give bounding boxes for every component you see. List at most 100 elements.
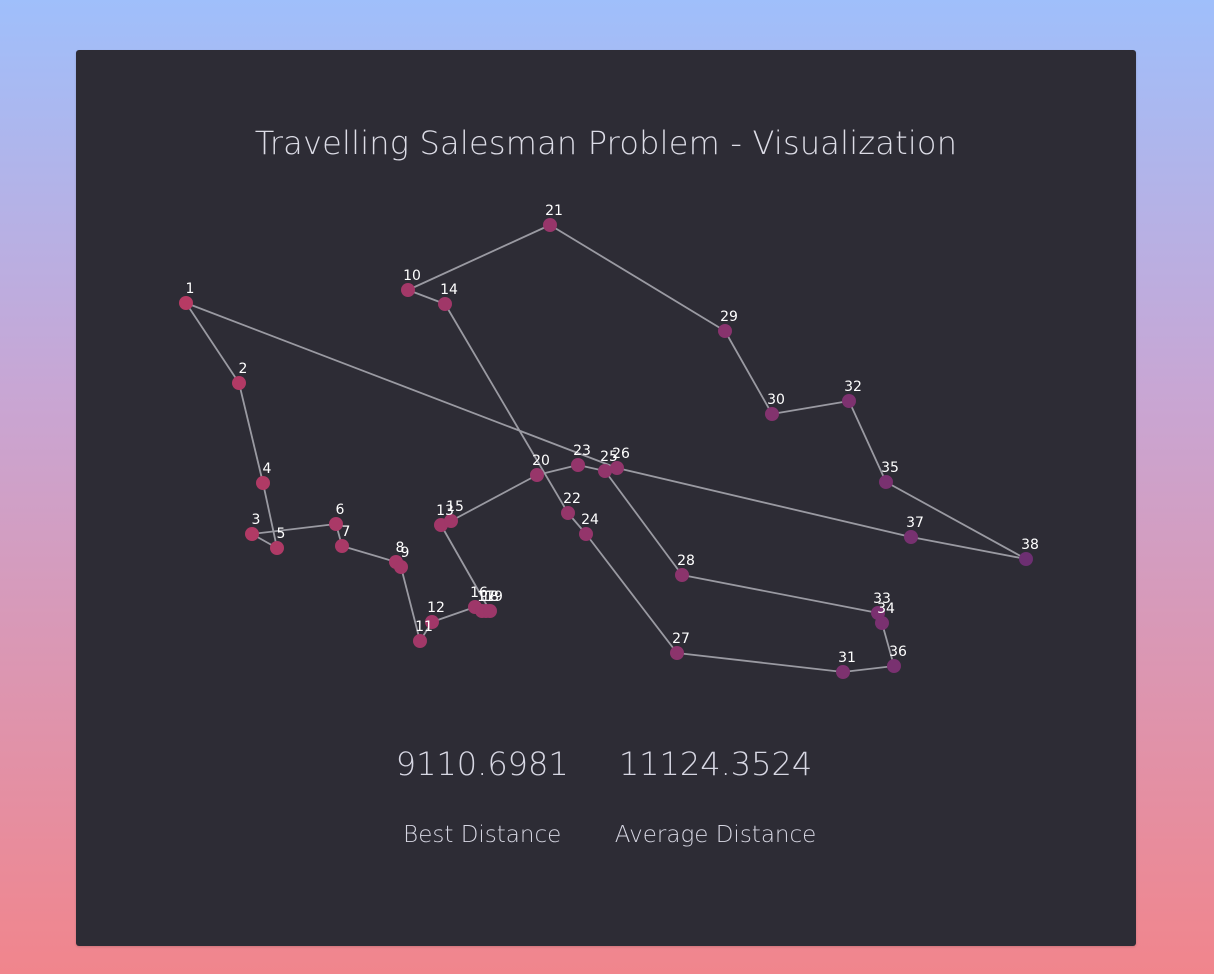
route-edge-12-16 [431, 606, 476, 623]
route-edge-9-11 [400, 566, 421, 642]
city-label-30: 30 [767, 392, 785, 408]
city-label-8: 8 [396, 540, 405, 556]
city-node-3 [245, 527, 259, 541]
stats-row: 9110.6981 Best Distance 11124.3524 Avera… [76, 748, 1136, 848]
route-edge-30-32 [771, 400, 850, 415]
city-label-28: 28 [677, 553, 695, 569]
city-node-30 [765, 407, 779, 421]
city-label-13: 13 [436, 503, 454, 519]
city-label-27: 27 [672, 631, 690, 647]
city-label-7: 7 [342, 524, 351, 540]
route-edge-37-26 [616, 467, 912, 538]
route-edge-3-6 [251, 523, 337, 535]
route-edge-2-4 [238, 382, 264, 484]
city-label-38: 38 [1021, 537, 1039, 553]
city-node-29 [718, 324, 732, 338]
route-edge-10-21 [407, 224, 551, 291]
city-label-36: 36 [889, 644, 907, 660]
city-label-18: 18 [481, 589, 499, 605]
city-label-24: 24 [581, 512, 599, 528]
city-node-21 [543, 218, 557, 232]
best-distance-value: 9110.6981 [395, 745, 569, 783]
city-label-19: 19 [485, 589, 503, 605]
city-label-33: 33 [873, 591, 891, 607]
city-label-1: 1 [186, 281, 195, 297]
city-label-15: 15 [446, 499, 464, 515]
city-label-9: 9 [401, 545, 410, 561]
route-edge-32-35 [848, 400, 887, 483]
city-node-11 [413, 634, 427, 648]
average-distance-value: 11124.3524 [618, 745, 813, 783]
city-label-10: 10 [403, 268, 421, 284]
route-edge-19-13 [440, 524, 491, 612]
city-label-5: 5 [277, 526, 286, 542]
city-label-3: 3 [252, 512, 261, 528]
city-label-6: 6 [336, 502, 345, 518]
route-edge-29-30 [724, 330, 773, 415]
city-node-14 [438, 297, 452, 311]
route-edge-7-8 [341, 545, 397, 563]
best-distance-label: Best Distance [403, 822, 562, 848]
city-node-23 [571, 458, 585, 472]
city-node-15 [444, 514, 458, 528]
city-label-31: 31 [838, 650, 856, 666]
city-node-9 [394, 560, 408, 574]
city-label-11: 11 [415, 619, 433, 635]
city-node-2 [232, 376, 246, 390]
city-node-25 [598, 464, 612, 478]
city-node-38 [1019, 552, 1033, 566]
route-edge-26-1 [185, 302, 618, 469]
city-label-14: 14 [440, 282, 458, 298]
city-node-22 [561, 506, 575, 520]
route-edge-15-20 [450, 474, 538, 522]
city-node-19 [483, 604, 497, 618]
city-node-6 [329, 517, 343, 531]
city-label-26: 26 [612, 446, 630, 462]
city-node-4 [256, 476, 270, 490]
best-distance-stat: 9110.6981 Best Distance [396, 748, 569, 848]
city-node-37 [904, 530, 918, 544]
city-label-4: 4 [263, 461, 272, 477]
city-label-12: 12 [427, 600, 445, 616]
visualization-panel: Travelling Salesman Problem - Visualizat… [76, 50, 1136, 946]
route-edge-36-31 [842, 665, 895, 673]
city-node-1 [179, 296, 193, 310]
route-edge-4-5 [262, 482, 278, 549]
city-node-7 [335, 539, 349, 553]
route-edge-25-28 [604, 470, 683, 576]
city-node-10 [401, 283, 415, 297]
city-node-20 [530, 468, 544, 482]
city-node-26 [610, 461, 624, 475]
city-node-12 [425, 615, 439, 629]
city-label-21: 21 [545, 203, 563, 219]
route-edge-1-2 [185, 302, 240, 384]
route-edge-28-33 [681, 574, 879, 614]
average-distance-label: Average Distance [614, 822, 817, 848]
average-distance-stat: 11124.3524 Average Distance [615, 748, 817, 848]
city-node-31 [836, 665, 850, 679]
city-label-37: 37 [906, 515, 924, 531]
city-node-36 [887, 659, 901, 673]
city-node-35 [879, 475, 893, 489]
city-label-25: 25 [600, 449, 618, 465]
city-label-35: 35 [881, 460, 899, 476]
city-label-34: 34 [877, 601, 895, 617]
city-label-23: 23 [573, 443, 591, 459]
city-label-32: 32 [844, 379, 862, 395]
city-label-20: 20 [532, 453, 550, 469]
route-edge-31-27 [676, 652, 844, 673]
route-edge-38-37 [910, 536, 1027, 560]
city-label-17: 17 [477, 589, 495, 605]
city-node-24 [579, 527, 593, 541]
city-node-28 [675, 568, 689, 582]
city-label-16: 16 [470, 585, 488, 601]
route-edge-27-24 [585, 533, 678, 654]
route-edge-35-38 [885, 481, 1027, 560]
route-edge-34-36 [881, 622, 895, 667]
city-label-2: 2 [239, 361, 248, 377]
city-node-27 [670, 646, 684, 660]
city-label-29: 29 [720, 309, 738, 325]
route-edge-22-14 [444, 303, 569, 514]
city-node-34 [875, 616, 889, 630]
